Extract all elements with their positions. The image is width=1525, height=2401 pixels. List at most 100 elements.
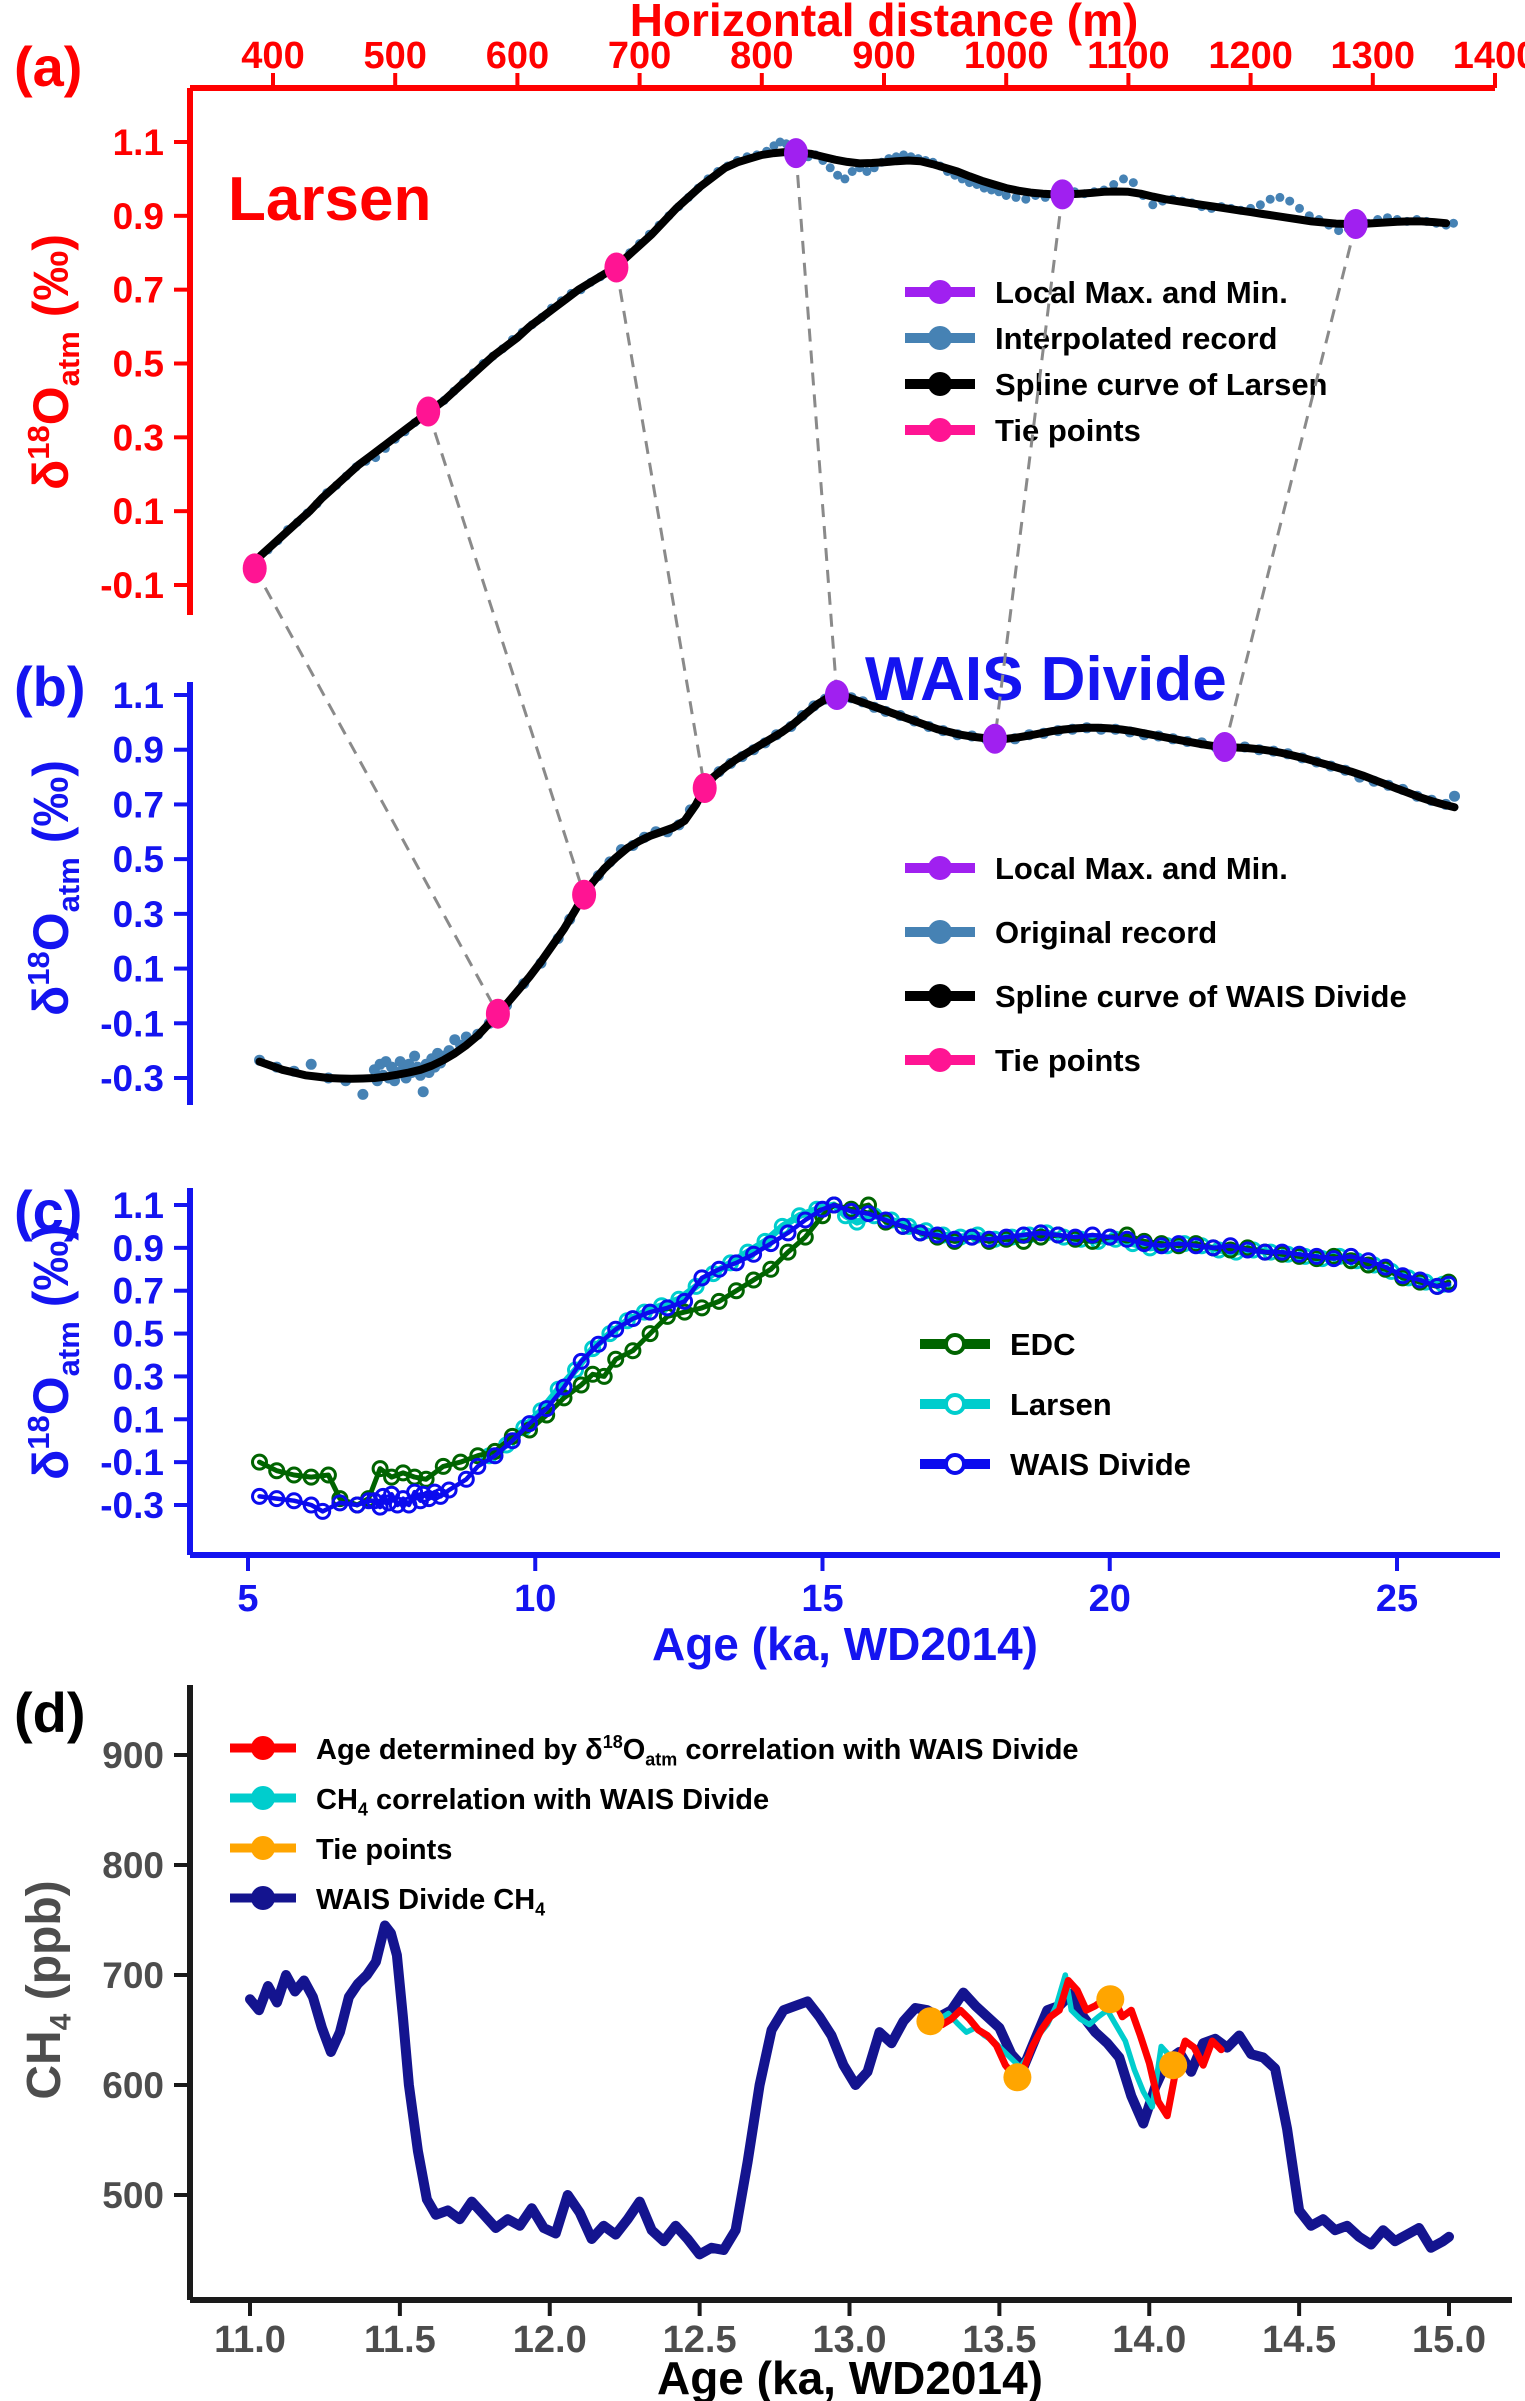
y-tick-label: 0.3 — [113, 417, 164, 458]
legend-item: Tie points — [230, 1834, 452, 1866]
data-dot — [1148, 200, 1158, 210]
data-circle — [503, 1432, 521, 1450]
data-circle — [595, 1367, 613, 1385]
data-circle — [572, 1352, 590, 1370]
x-tick-label: 400 — [241, 35, 304, 77]
marker-point — [1003, 2063, 1032, 2092]
data-circle — [521, 1415, 538, 1433]
data-dot — [840, 174, 850, 184]
x-tick-label: 500 — [363, 35, 426, 77]
series-line — [255, 691, 1459, 1083]
legend-label: Local Max. and Min. — [995, 851, 1288, 886]
legend-marker-icon — [928, 920, 952, 944]
data-circle — [1308, 1247, 1326, 1265]
data-circle — [624, 1342, 642, 1360]
data-circle — [624, 1310, 642, 1328]
data-dot — [409, 1050, 421, 1062]
data-circle — [641, 1325, 659, 1343]
y-tick-label: 1.1 — [113, 122, 164, 163]
data-dot — [417, 1086, 429, 1098]
d-tie-points — [916, 1985, 1188, 2092]
legend-label: Spline curve of Larsen — [995, 367, 1328, 402]
tie-connector — [993, 194, 1064, 739]
data-circle — [302, 1468, 320, 1486]
data-circle — [693, 1269, 711, 1287]
legend-d: Age determined by δ18Oatm correlation wi… — [230, 1732, 1079, 1919]
marker-point — [982, 723, 1007, 754]
data-circle — [762, 1260, 780, 1278]
data-circle — [1290, 1245, 1308, 1263]
legend-marker-icon — [944, 1393, 966, 1415]
data-circle — [796, 1228, 814, 1246]
y-tick-label: 0.1 — [113, 949, 164, 990]
tie-connector — [426, 411, 586, 896]
data-circle — [1118, 1230, 1136, 1248]
series-spline-curve-of-wais-divide — [255, 691, 1459, 1083]
data-circle — [842, 1202, 860, 1220]
data-circle — [589, 1335, 607, 1353]
data-circle — [251, 1453, 268, 1471]
panel-title: WAIS Divide — [865, 645, 1227, 714]
legend-item: Local Max. and Min. — [905, 275, 1288, 310]
data-dot — [833, 170, 843, 180]
legend-item: Larsen — [920, 1387, 1112, 1422]
data-circle — [457, 1470, 475, 1488]
y-tick-label: 1.1 — [113, 675, 164, 716]
data-dot — [825, 163, 835, 173]
data-circle — [1049, 1226, 1067, 1244]
data-circle — [1440, 1275, 1458, 1293]
data-dot — [1001, 191, 1011, 200]
data-circle — [997, 1228, 1015, 1246]
data-circle — [268, 1462, 286, 1480]
data-circle — [417, 1470, 435, 1488]
data-circle — [1153, 1237, 1170, 1255]
data-circle — [572, 1376, 590, 1394]
y-tick-label: 1.1 — [113, 1185, 164, 1226]
legend-item: CH4 correlation with WAIS Divide — [230, 1784, 769, 1819]
data-circle — [928, 1226, 946, 1244]
legend-item: Interpolated record — [905, 321, 1278, 356]
data-dot — [1011, 192, 1021, 202]
data-circle — [710, 1260, 728, 1278]
data-circle — [676, 1292, 694, 1310]
data-circle — [469, 1457, 487, 1475]
legend-item: Age determined by δ18Oatm correlation wi… — [230, 1732, 1079, 1769]
legend-marker-icon — [928, 1048, 952, 1072]
data-circle — [762, 1235, 780, 1253]
legend-marker-icon — [251, 1886, 275, 1910]
data-circle — [1239, 1241, 1257, 1259]
data-dot — [305, 1058, 317, 1070]
y-tick-label: 0.9 — [113, 196, 164, 237]
y-tick-label: 0.3 — [113, 1356, 164, 1397]
series-line — [244, 148, 1451, 575]
data-circle — [452, 1453, 470, 1471]
x-tick-label: 5 — [237, 1578, 258, 1620]
x-tick-label: 11.5 — [364, 2319, 436, 2361]
panel-d: 900 800 700 600 500 CH4 (ppb) 11.0 11.5 12.0 12.5… — [14, 1681, 1512, 2401]
data-circle — [980, 1230, 998, 1248]
data-circle — [371, 1498, 389, 1516]
marker-point — [572, 879, 597, 910]
x-tick-label: 14.0 — [1112, 2319, 1186, 2361]
data-circle — [796, 1211, 814, 1229]
panel-label: (a) — [14, 35, 82, 98]
legend-label: CH4 correlation with WAIS Divide — [316, 1784, 769, 1819]
data-circle — [779, 1224, 797, 1242]
marker-point — [784, 138, 808, 169]
tie-connector-lines — [253, 152, 1358, 1015]
series-wais-divide — [251, 1196, 1458, 1520]
data-circle — [331, 1494, 349, 1512]
data-dot — [1334, 226, 1344, 236]
data-dot — [357, 1088, 369, 1100]
series-age-determined-by-d18o-correlation — [920, 1977, 1225, 2120]
data-circle — [285, 1492, 303, 1510]
data-circle — [1084, 1226, 1101, 1244]
x-tick-label: 1300 — [1331, 35, 1416, 77]
tie-connector — [1223, 223, 1358, 748]
legend-label: Tie points — [995, 1043, 1141, 1078]
data-circle — [894, 1217, 912, 1235]
x-axis-title: Age (ka, WD2014) — [657, 2352, 1043, 2401]
legend-item: Original record — [905, 915, 1217, 950]
data-circle — [658, 1299, 676, 1317]
